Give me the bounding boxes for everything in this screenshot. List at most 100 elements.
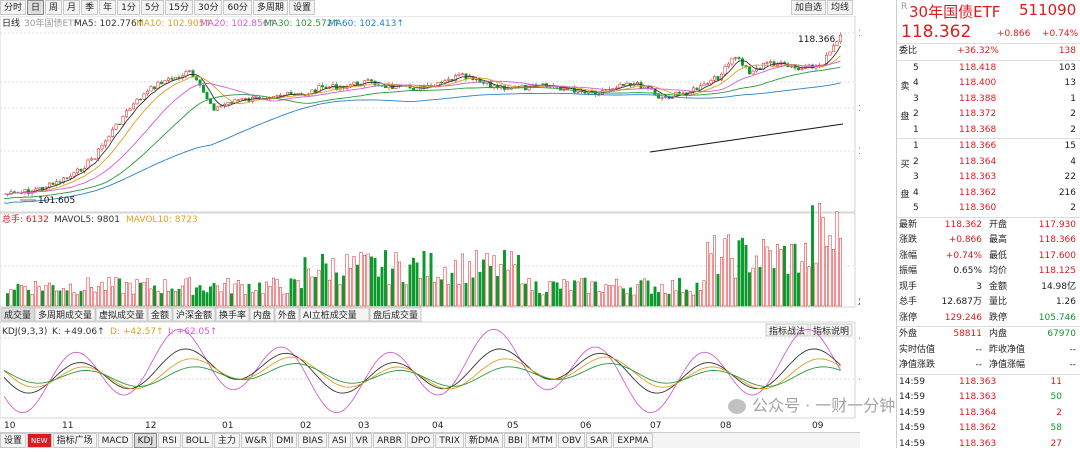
tick-price: 118.363 [959,437,996,452]
iopv-value: -- [976,343,983,359]
tab-5[interactable]: 年 [99,0,116,15]
stat-label: 最高 [989,233,1007,249]
wechat-icon [728,399,746,414]
indicator-tab-1[interactable]: NEW [27,433,52,448]
indicator-tab-21[interactable]: EXPMA [613,433,652,448]
volume-bar [52,285,54,306]
volume-bar [199,285,201,306]
candle-body [769,62,771,63]
ma-legend: MA60: 102.413↑ [328,19,404,29]
volume-bar [248,284,250,306]
ma-legend: 日线 [2,17,20,29]
tab-10[interactable]: 60分 [223,0,251,15]
quote-panel: R 30年国债ETF 511090 118.362 +0.866 +0.74% … [896,0,1080,448]
indicator-tab-8[interactable]: W&R [241,433,271,448]
tab-4[interactable]: 季 [81,0,98,15]
volume-bar [419,278,421,306]
weibi-row: 委比+36.32%138 [897,44,1080,60]
sell-level: 1 [913,123,919,139]
indicator-tab-12[interactable]: VR [352,433,372,448]
buy-level: 5 [913,201,919,217]
sell-level: 5 [913,61,919,77]
toolbar-button-0[interactable]: 加自选 [791,0,826,15]
stat-label: 最新 [899,218,917,234]
volume-bar [601,293,603,306]
indicator-tab-14[interactable]: DPO [407,433,434,448]
volume-bar [734,278,736,306]
volume-bar [192,295,194,306]
indicator-tab-7[interactable]: 主力 [214,433,240,448]
candle-body [241,99,243,100]
volume-bar [332,259,334,306]
candle-body [717,76,719,80]
tab-12[interactable]: 设置 [289,0,315,15]
volume-bar [801,262,803,306]
sell-price: 118.372 [959,107,996,123]
indicator-tab-15[interactable]: TRIX [435,433,464,448]
volume-bar [101,282,103,306]
volume-bar [493,255,495,306]
candle-body [129,109,131,111]
indicator-tab-9[interactable]: DMI [272,433,297,448]
tick-time: 14:59 [899,406,925,422]
volume-bar [412,258,414,306]
volume-bar [353,256,355,306]
toolbar-button-1[interactable]: 均线 [827,0,853,15]
volume-bar [710,254,712,306]
candle-body [202,85,204,92]
indicator-tab-11[interactable]: ASI [328,433,351,448]
volume-bar [146,279,148,306]
volume-bar [370,257,372,306]
waipan-label: 外盘 [899,327,917,343]
indicator-tab-5[interactable]: RSI [158,433,181,448]
tab-2[interactable]: 周 [45,0,62,15]
indicator-tab-4[interactable]: KDJ [134,433,158,448]
indicator-tab-16[interactable]: 新DMA [465,433,503,448]
volume-bar [521,284,523,306]
month-label: 12 [145,421,156,431]
indicator-tab-6[interactable]: BOLL [182,433,213,448]
volume-bar [699,290,701,306]
volume-bar [76,295,78,306]
indicator-tab-18[interactable]: MTM [528,433,557,448]
volume-bar [269,286,271,306]
volume-bar [293,279,295,306]
tab-0[interactable]: 分时 [0,0,26,15]
candle-body [612,89,614,90]
volume-bar [776,244,778,306]
candle-body [475,79,477,80]
indicator-tab-0[interactable]: 设置 [0,433,26,448]
volume-bar [500,264,502,306]
candle-body [776,64,778,65]
tab-6[interactable]: 1分 [117,0,140,15]
indicator-tab-17[interactable]: BBI [504,433,527,448]
indicator-tab-13[interactable]: ARBR [373,433,406,448]
tab-1[interactable]: 日 [27,0,44,15]
stat-label: 最低 [989,249,1007,265]
tab-9[interactable]: 30分 [194,0,222,15]
candle-body [766,63,768,64]
candle-body [724,67,726,75]
indicator-tab-20[interactable]: SAR [586,433,612,448]
indicator-tab-10[interactable]: BIAS [298,433,327,448]
tab-7[interactable]: 5分 [141,0,164,15]
volume-bar [496,276,498,306]
indicator-tab-19[interactable]: OBV [558,433,585,448]
candle-body [832,46,834,52]
volume-bar [577,282,579,306]
trend-line [650,124,843,152]
tab-11[interactable]: 多周期 [253,0,288,15]
candle-body [734,57,736,58]
volume-bar [542,295,544,306]
volume-bar [339,284,341,306]
indicator-tab-3[interactable]: MACD [98,433,133,448]
vol-tab: 盘后成交量 [373,309,418,321]
tab-8[interactable]: 15分 [165,0,193,15]
tab-3[interactable]: 月 [63,0,80,15]
indicator-tab-2[interactable]: 指标广场 [53,433,97,448]
